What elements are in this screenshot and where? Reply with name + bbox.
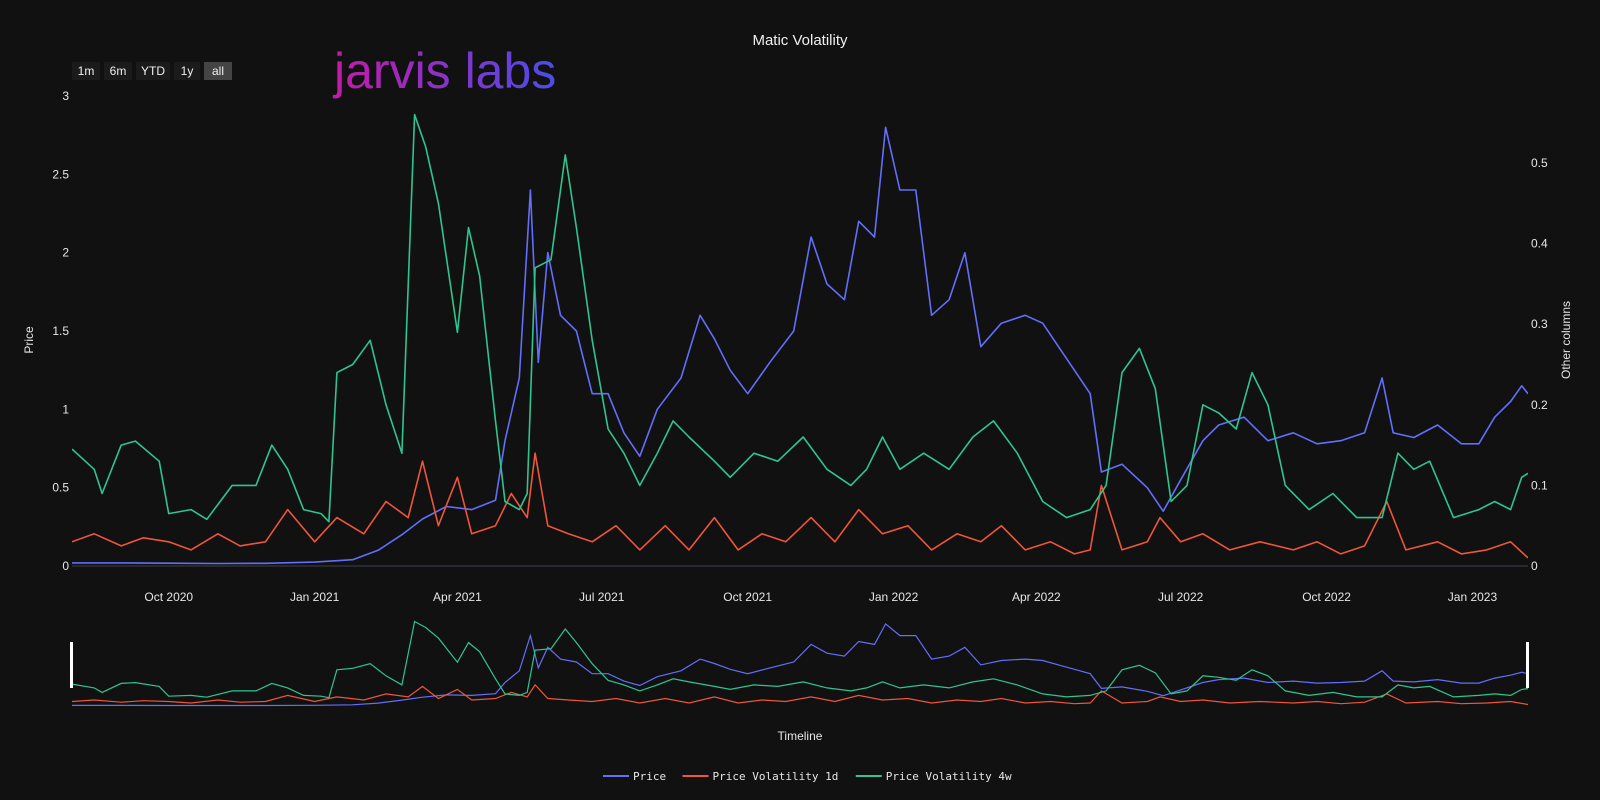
x-tick-label: Jan 2021 (290, 590, 340, 604)
y-right-tick-label: 0.4 (1531, 237, 1548, 251)
x-tick-label: Jan 2022 (869, 590, 919, 604)
y-left-tick-label: 3 (62, 89, 69, 103)
x-tick-label: Jan 2023 (1448, 590, 1498, 604)
y-axis-left-title: Price (22, 326, 36, 354)
range-selector: 1m 6m YTD 1y all (72, 62, 232, 80)
series-line-2 (72, 113, 1528, 523)
range-button-ytd-label: YTD (141, 64, 165, 78)
series-line-1 (72, 452, 1528, 559)
x-tick-label: Apr 2021 (433, 590, 482, 604)
x-axis-ticks: Oct 2020 Jan 2021 Apr 2021 Jul 2021 Oct 2021… (144, 590, 1497, 604)
x-tick-label: Oct 2022 (1302, 590, 1351, 604)
range-button-all-label: all (212, 64, 224, 78)
x-tick-label: Jul 2022 (1158, 590, 1204, 604)
range-button-6m-label: 6m (110, 64, 127, 78)
y-right-tick-label: 0.3 (1531, 317, 1548, 331)
range-button-1y-label: 1y (181, 64, 194, 78)
legend-label-1: Price Volatility 1d (713, 770, 839, 783)
series-line-0 (72, 126, 1528, 565)
range-slider-left-handle[interactable] (70, 642, 73, 688)
y-left-tick-label: 2.5 (52, 167, 69, 181)
x-tick-label: Jul 2021 (579, 590, 625, 604)
range-slider-preview (71, 620, 1529, 707)
legend-label-2: Price Volatility 4w (886, 770, 1012, 783)
range-slider[interactable] (70, 620, 1529, 707)
range-slider-series-0 (72, 622, 1529, 707)
main-plot-area (72, 113, 1528, 565)
y-right-tick-label: 0 (1531, 559, 1538, 573)
legend: Price Price Volatility 1d Price Volatility… (603, 770, 1012, 783)
jarvis-labs-logo: jarvis labs (332, 43, 556, 99)
y-left-tick-label: 2 (62, 246, 69, 260)
y-right-tick-label: 0.2 (1531, 398, 1548, 412)
range-slider-series-1 (71, 683, 1529, 706)
legend-label-0: Price (633, 770, 666, 783)
y-left-tick-label: 1.5 (52, 324, 69, 338)
y-right-tick-label: 0.1 (1531, 478, 1548, 492)
y-right-tick-label: 0.5 (1531, 156, 1548, 170)
range-button-ytd[interactable]: YTD (136, 62, 170, 80)
range-button-all[interactable]: all (204, 62, 232, 80)
range-slider-right-handle[interactable] (1526, 642, 1529, 688)
y-left-tick-label: 0 (62, 559, 69, 573)
range-slider-series-2 (71, 620, 1529, 699)
y-axis-right-ticks: 0 0.1 0.2 0.3 0.4 0.5 (1531, 156, 1548, 573)
y-axis-right-title: Other columns (1559, 301, 1573, 379)
x-tick-label: Oct 2020 (144, 590, 193, 604)
x-axis-title: Timeline (778, 729, 823, 743)
x-tick-label: Oct 2021 (723, 590, 772, 604)
range-button-1m[interactable]: 1m (72, 62, 100, 80)
x-tick-label: Apr 2022 (1012, 590, 1061, 604)
range-button-1m-label: 1m (78, 64, 95, 78)
chart-title: Matic Volatility (752, 32, 848, 49)
range-button-1y[interactable]: 1y (174, 62, 200, 80)
range-button-6m[interactable]: 6m (104, 62, 132, 80)
y-left-tick-label: 1 (62, 402, 69, 416)
y-axis-left-ticks: 0 0.5 1 1.5 2 2.5 3 (52, 89, 69, 573)
y-left-tick-label: 0.5 (52, 481, 69, 495)
